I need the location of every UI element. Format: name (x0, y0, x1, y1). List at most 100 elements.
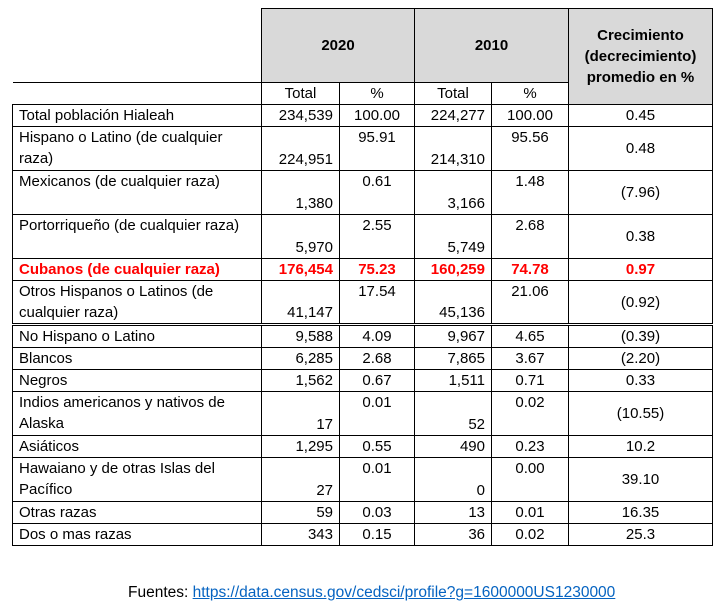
growth-cell: (2.20) (568, 347, 713, 370)
pct-2010-cell: 21.06 (491, 280, 569, 325)
total-2010-cell: 3,166 (414, 170, 492, 215)
total-2020-cell: 1,295 (261, 435, 340, 458)
table-row: Mexicanos (de cualquier raza) 1,380 0.61 3,… (12, 170, 713, 215)
total-2010-cell: 36 (414, 523, 492, 546)
pct-2020-cell: 95.91 (339, 126, 415, 171)
row-label: Asiáticos (12, 435, 262, 458)
table-row: Blancos 6,285 2.68 7,865 3.67 (2.20) (12, 347, 713, 370)
row-label: No Hispano o Latino (12, 323, 262, 348)
growth-cell: 0.33 (568, 369, 713, 392)
total-2010-cell: 45,136 (414, 280, 492, 325)
pct-2010-cell: 0.00 (491, 457, 569, 502)
total-2020-cell: 1,380 (261, 170, 340, 215)
year-2010-header: 2010 (414, 8, 569, 83)
total-2010-cell: 9,967 (414, 323, 492, 348)
pct-2010-cell: 0.02 (491, 391, 569, 436)
total-2010-cell: 224,277 (414, 104, 492, 127)
total-2010-cell: 7,865 (414, 347, 492, 370)
growth-cell: 0.45 (568, 104, 713, 127)
pct-2020-cell: 4.09 (339, 323, 415, 348)
pct-2010-cell: 95.56 (491, 126, 569, 171)
total-2020-header: Total (261, 82, 340, 105)
table-row: Hawaiano y de otras Islas del Pacífico 27… (12, 457, 713, 502)
pct-2010-cell: 0.02 (491, 523, 569, 546)
table-row: Portorriqueño (de cualquier raza) 5,970 2.… (12, 214, 713, 259)
growth-cell: 0.97 (568, 258, 713, 281)
pct-2010-header: % (491, 82, 569, 105)
row-label: Hispano o Latino (de cualquier raza) (12, 126, 262, 171)
table-row: Otras razas 59 0.03 13 0.01 16.35 (12, 501, 713, 524)
source-prefix: Fuentes: (128, 584, 193, 601)
pct-2020-cell: 0.03 (339, 501, 415, 524)
table-row: Negros 1,562 0.67 1,511 0.71 0.33 (12, 369, 713, 392)
total-2010-cell: 160,259 (414, 258, 492, 281)
growth-cell: 0.48 (568, 126, 713, 171)
total-2010-header: Total (414, 82, 492, 105)
pct-2020-header: % (339, 82, 415, 105)
pct-2010-cell: 100.00 (491, 104, 569, 127)
row-label: Dos o mas razas (12, 523, 262, 546)
pct-2020-cell: 0.01 (339, 391, 415, 436)
total-2010-cell: 214,310 (414, 126, 492, 171)
total-2020-cell: 5,970 (261, 214, 340, 259)
row-label: Cubanos (de cualquier raza) (12, 258, 262, 281)
source-link[interactable]: https://data.census.gov/cedsci/profile?g… (192, 584, 616, 601)
corner-cell (12, 8, 262, 83)
pct-2010-cell: 1.48 (491, 170, 569, 215)
table-row: Otros Hispanos o Latinos (de cualquier r… (12, 280, 713, 325)
growth-cell: 0.38 (568, 214, 713, 259)
pct-2020-cell: 100.00 (339, 104, 415, 127)
table-row: No Hispano o Latino 9,588 4.09 9,967 4.65 (0.… (12, 323, 713, 348)
pct-2020-cell: 75.23 (339, 258, 415, 281)
pct-2010-cell: 4.65 (491, 323, 569, 348)
row-label: Negros (12, 369, 262, 392)
pct-2020-cell: 0.15 (339, 523, 415, 546)
year-2020-header: 2020 (261, 8, 415, 83)
pct-2020-cell: 0.01 (339, 457, 415, 502)
table-row: Cubanos (de cualquier raza) 176,454 75.23 1… (12, 258, 713, 281)
census-table: 2020 2010 Crecimiento (decrecimiento) pr… (12, 8, 713, 546)
table-row: Indios americanos y nativos de Alaska 17 0… (12, 391, 713, 436)
row-label: Otras razas (12, 501, 262, 524)
growth-cell: 10.2 (568, 435, 713, 458)
total-2020-cell: 41,147 (261, 280, 340, 325)
total-2020-cell: 9,588 (261, 323, 340, 348)
growth-cell: (7.96) (568, 170, 713, 215)
total-2010-cell: 0 (414, 457, 492, 502)
total-2020-cell: 27 (261, 457, 340, 502)
total-2010-cell: 5,749 (414, 214, 492, 259)
pct-2010-cell: 0.01 (491, 501, 569, 524)
pct-2010-cell: 74.78 (491, 258, 569, 281)
row-label: Otros Hispanos o Latinos (de cualquier r… (12, 280, 262, 325)
row-label: Portorriqueño (de cualquier raza) (12, 214, 262, 259)
row-label: Indios americanos y nativos de Alaska (12, 391, 262, 436)
growth-cell: (10.55) (568, 391, 713, 436)
growth-cell: (0.39) (568, 323, 713, 348)
table-row: Hispano o Latino (de cualquier raza) 224,… (12, 126, 713, 171)
table-row: Asiáticos 1,295 0.55 490 0.23 10.2 (12, 435, 713, 458)
total-2010-cell: 490 (414, 435, 492, 458)
pct-2010-cell: 3.67 (491, 347, 569, 370)
total-2020-cell: 343 (261, 523, 340, 546)
pct-2010-cell: 0.23 (491, 435, 569, 458)
total-2020-cell: 59 (261, 501, 340, 524)
pct-2020-cell: 0.55 (339, 435, 415, 458)
total-2020-cell: 6,285 (261, 347, 340, 370)
pct-2020-cell: 0.61 (339, 170, 415, 215)
pct-2020-cell: 2.55 (339, 214, 415, 259)
total-2020-cell: 17 (261, 391, 340, 436)
total-2020-cell: 176,454 (261, 258, 340, 281)
total-2010-cell: 13 (414, 501, 492, 524)
table-row: Dos o mas razas 343 0.15 36 0.02 25.3 (12, 523, 713, 546)
row-label: Total población Hialeah (12, 104, 262, 127)
growth-cell: (0.92) (568, 280, 713, 325)
growth-cell: 16.35 (568, 501, 713, 524)
total-2020-cell: 1,562 (261, 369, 340, 392)
corner-cell (12, 82, 262, 105)
pct-2020-cell: 17.54 (339, 280, 415, 325)
pct-2010-cell: 0.71 (491, 369, 569, 392)
pct-2010-cell: 2.68 (491, 214, 569, 259)
row-label: Hawaiano y de otras Islas del Pacífico (12, 457, 262, 502)
table-row: Total población Hialeah 234,539 100.00 224,… (12, 104, 713, 127)
